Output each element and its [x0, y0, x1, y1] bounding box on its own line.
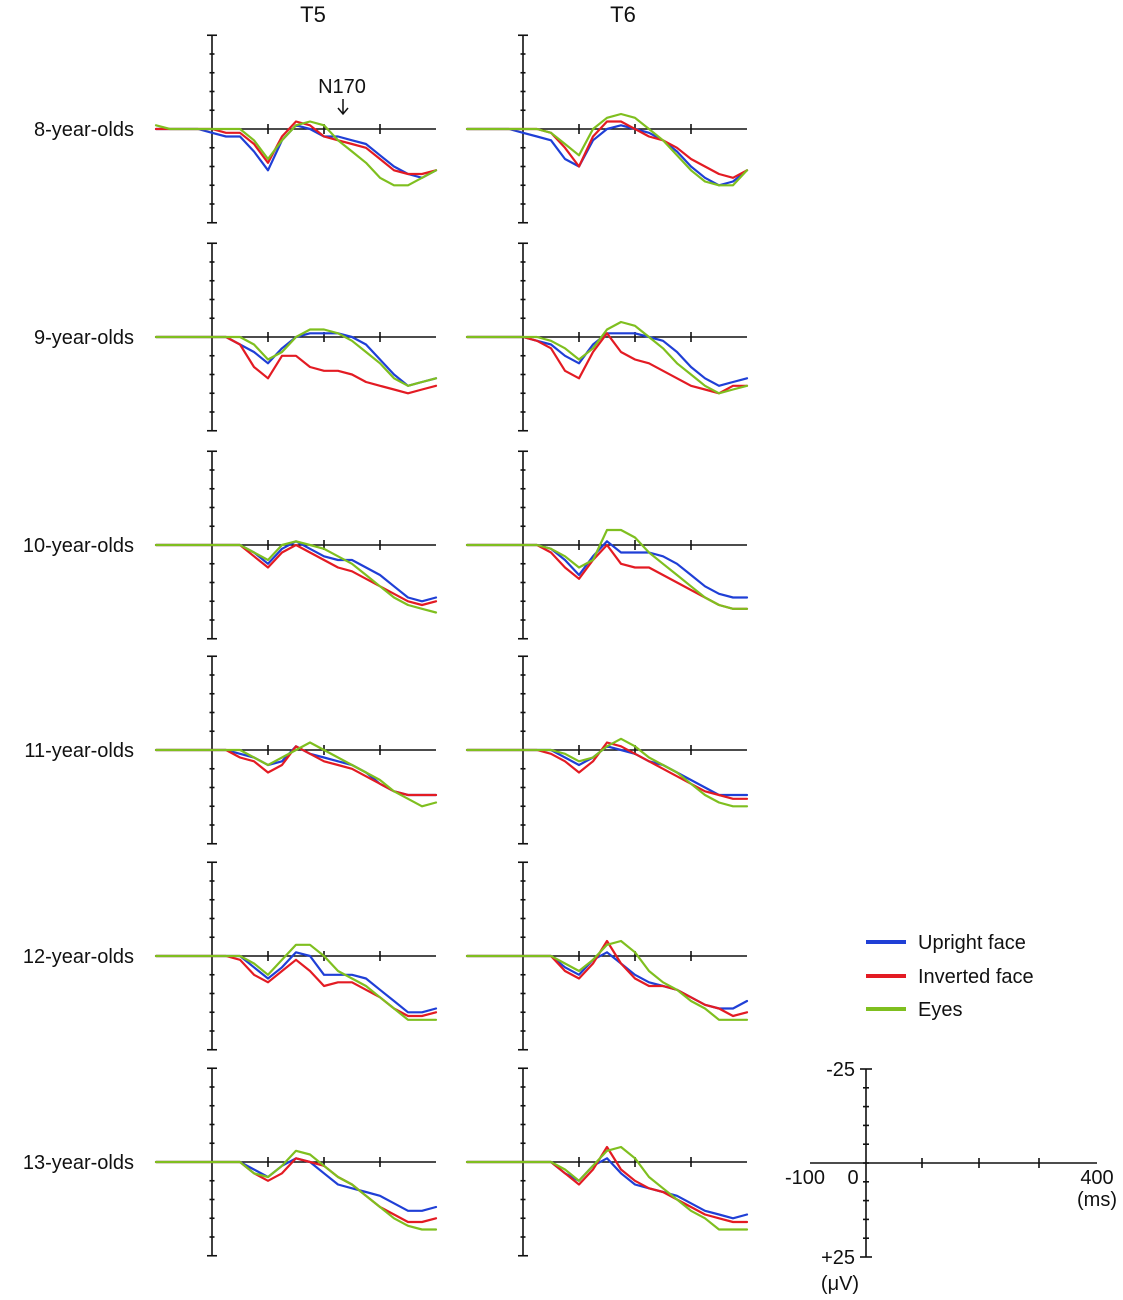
panels-group: 8-year-olds 9-year-olds 10-year-olds 11-yea… — [23, 34, 749, 1257]
trace-inverted-face — [154, 335, 438, 395]
trace-eyes — [465, 737, 749, 808]
trace-eyes — [465, 112, 749, 187]
panel-t5-row-8 — [154, 34, 438, 224]
column-title-t6: T6 — [610, 2, 636, 27]
row-label: 8-year-olds — [34, 119, 134, 141]
scale-x-start-label: -100 — [785, 1167, 825, 1189]
trace-inverted-face — [154, 543, 438, 607]
trace-upright-face — [465, 540, 749, 599]
panel-t5-row-11 — [154, 655, 438, 845]
trace-upright-face — [465, 951, 749, 1010]
legend: Upright face Inverted face Eyes — [866, 932, 1034, 1021]
trace-inverted-face — [154, 954, 438, 1018]
n170-arrow — [337, 99, 349, 116]
scale-x-end-label: 400 — [1080, 1167, 1113, 1189]
scale-ticks — [860, 1068, 1040, 1258]
n170-annotation: N170 — [318, 76, 366, 98]
column-title-t5: T5 — [300, 2, 326, 27]
panel-t6-row-10 — [465, 450, 749, 640]
panel-t6-row-13 — [465, 1067, 749, 1257]
scale-x-zero-label: 0 — [847, 1167, 858, 1189]
scale-x-unit: (ms) — [1077, 1189, 1117, 1211]
row-label: 9-year-olds — [34, 327, 134, 349]
trace-upright-face — [465, 1157, 749, 1220]
trace-eyes — [154, 741, 438, 808]
panel-t5-row-10 — [154, 450, 438, 640]
trace-eyes — [465, 1145, 749, 1231]
trace-eyes — [154, 540, 438, 614]
trace-eyes — [465, 320, 749, 395]
trace-eyes — [154, 943, 438, 1021]
trace-eyes — [465, 528, 749, 610]
panel-t6-row-8 — [465, 34, 749, 224]
panel-t5-row-12 — [154, 861, 438, 1051]
trace-eyes — [465, 939, 749, 1021]
panel-t6-row-11 — [465, 655, 749, 845]
panel-t5-row-13 — [154, 1067, 438, 1257]
row-label: 11-year-olds — [24, 740, 134, 762]
trace-upright-face — [154, 745, 438, 797]
trace-upright-face — [465, 332, 749, 387]
trace-upright-face — [465, 745, 749, 797]
panel-t5-row-9 — [154, 242, 438, 432]
trace-upright-face — [154, 951, 438, 1014]
scale-y-bottom-label: +25 — [821, 1247, 855, 1269]
trace-inverted-face — [465, 543, 749, 610]
scale-y-unit: (μV) — [821, 1273, 859, 1295]
panel-t6-row-12 — [465, 861, 749, 1051]
legend-label-inverted: Inverted face — [918, 966, 1034, 988]
trace-upright-face — [154, 540, 438, 603]
scale-y-top-label: -25 — [826, 1059, 855, 1081]
trace-eyes — [154, 120, 438, 187]
trace-upright-face — [465, 124, 749, 187]
row-label: 10-year-olds — [23, 535, 134, 557]
trace-inverted-face — [154, 1157, 438, 1224]
legend-label-upright: Upright face — [918, 932, 1026, 954]
trace-eyes — [154, 328, 438, 387]
trace-eyes — [154, 1149, 438, 1231]
row-label: 13-year-olds — [23, 1152, 134, 1174]
trace-inverted-face — [154, 745, 438, 797]
legend-label-eyes: Eyes — [918, 999, 962, 1021]
scale-bar: -25 +25 (μV) -100 0 400 (ms) — [785, 1059, 1117, 1295]
trace-inverted-face — [465, 332, 749, 395]
row-label: 12-year-olds — [23, 946, 134, 968]
panel-t6-row-9 — [465, 242, 749, 432]
trace-upright-face — [154, 1157, 438, 1212]
